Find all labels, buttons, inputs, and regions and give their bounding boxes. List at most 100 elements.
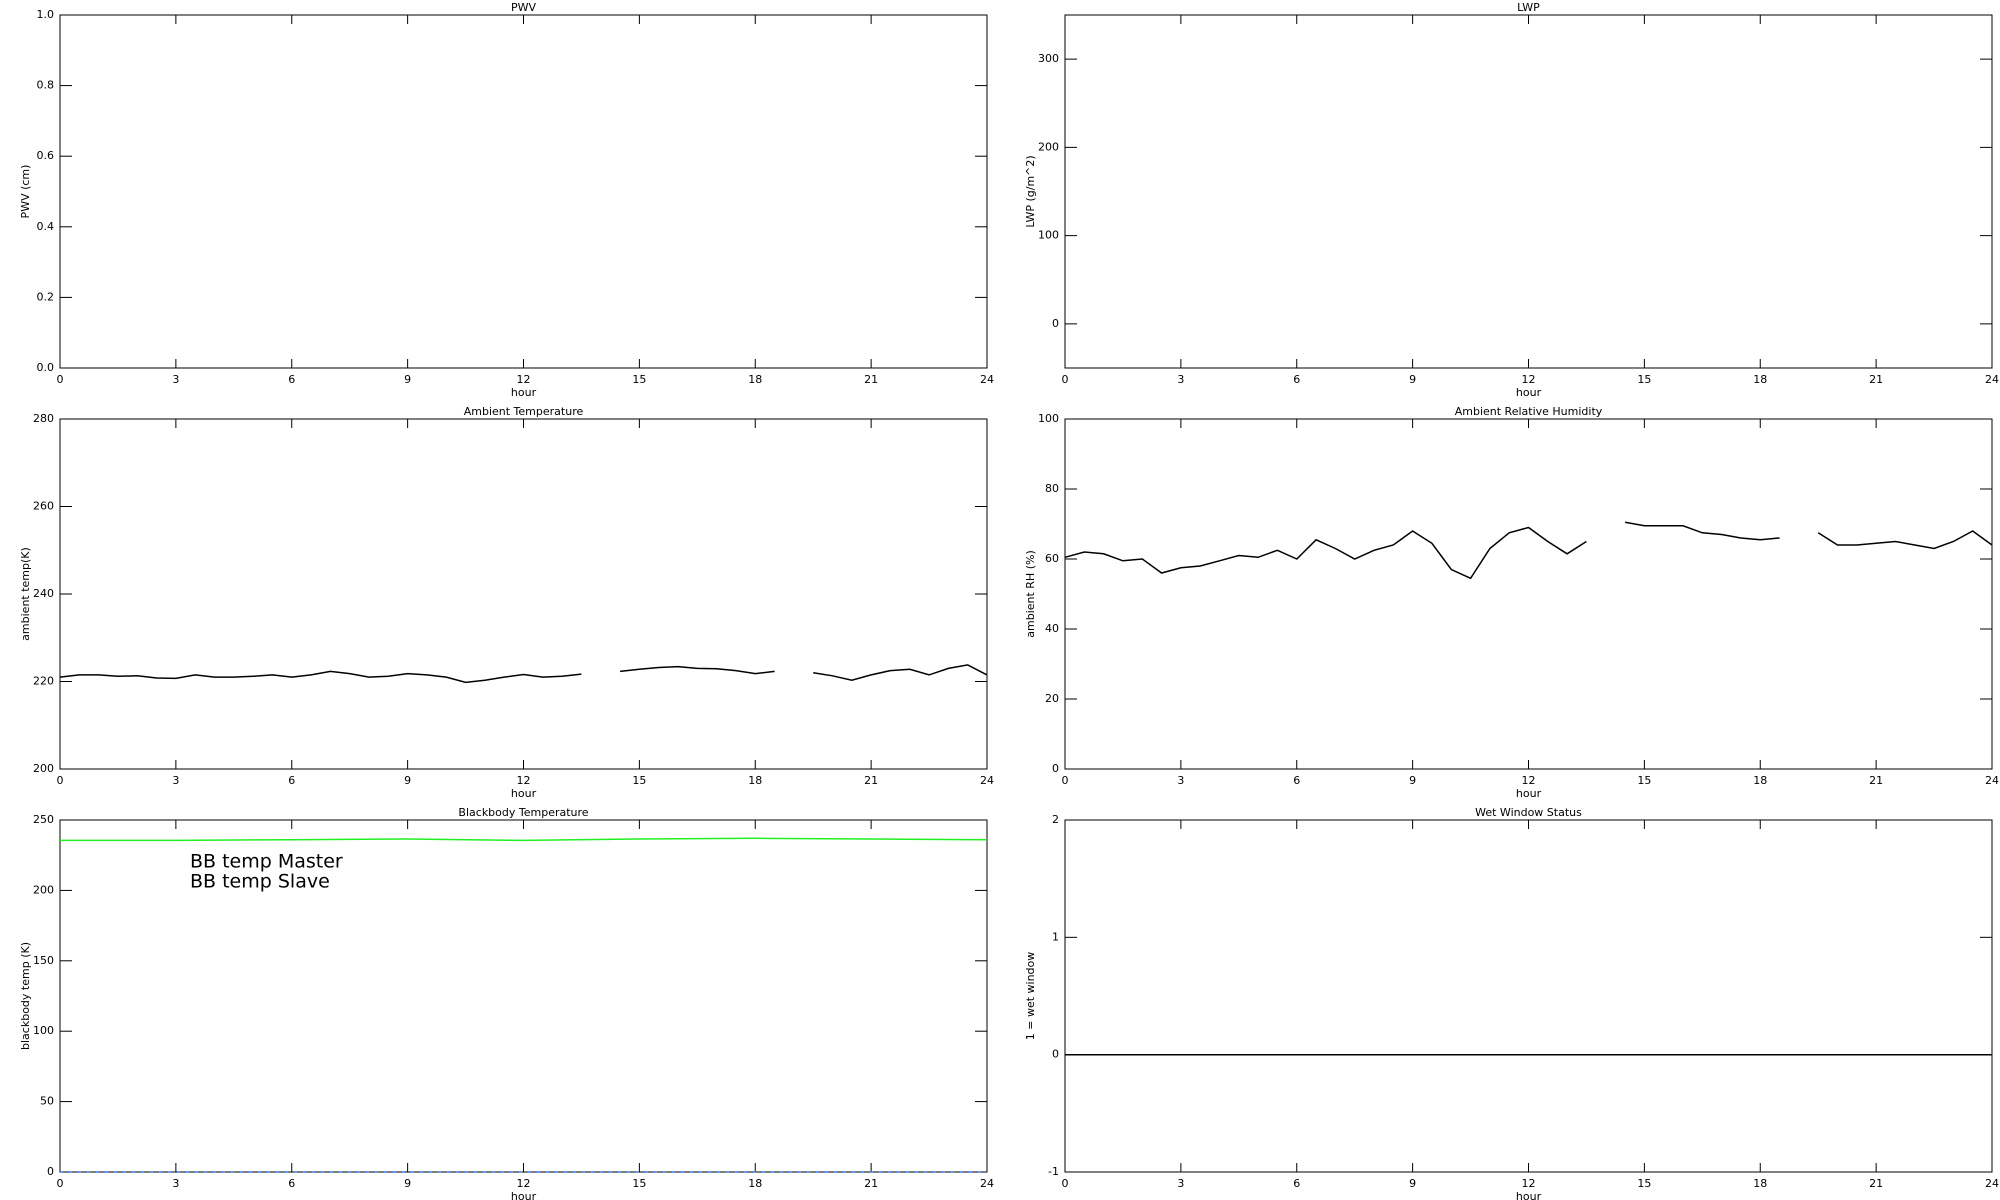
x-tick-label: 18 <box>1753 774 1767 787</box>
x-tick-label: 21 <box>864 1177 878 1190</box>
plot-frame <box>1064 14 1993 369</box>
x-tick-label: 0 <box>1062 1177 1069 1190</box>
chart-title: Ambient Temperature <box>464 405 584 418</box>
y-tick-label: 200 <box>33 762 54 775</box>
y-tick-label: 80 <box>1045 482 1059 495</box>
x-tick-label: 6 <box>288 774 295 787</box>
x-tick-label: 24 <box>1985 774 1999 787</box>
y-tick-label: 100 <box>33 1024 54 1037</box>
y-axis-label: blackbody temp (K) <box>19 942 32 1050</box>
x-axis-label: hour <box>511 386 537 399</box>
chart-title: Ambient Relative Humidity <box>1455 405 1603 418</box>
x-tick-label: 24 <box>980 774 994 787</box>
y-tick-label: 50 <box>40 1095 54 1108</box>
x-tick-label: 6 <box>288 1177 295 1190</box>
x-tick-label: 12 <box>1522 1177 1536 1190</box>
y-tick-label: 0 <box>47 1165 54 1178</box>
x-tick-label: 6 <box>1293 1177 1300 1190</box>
x-tick-label: 9 <box>1409 774 1416 787</box>
x-tick-label: 9 <box>404 373 411 386</box>
x-tick-label: 12 <box>517 1177 531 1190</box>
x-tick-label: 12 <box>517 774 531 787</box>
y-tick-label: 240 <box>33 587 54 600</box>
y-tick-label: 100 <box>1038 412 1059 425</box>
data-line <box>59 664 988 684</box>
x-tick-label: 0 <box>57 1177 64 1190</box>
y-tick-label: -1 <box>1048 1165 1059 1178</box>
x-tick-label: 12 <box>517 373 531 386</box>
x-tick-label: 9 <box>1409 1177 1416 1190</box>
x-tick-label: 0 <box>1062 373 1069 386</box>
x-tick-label: 24 <box>1985 373 1999 386</box>
y-tick-label: 220 <box>33 675 54 688</box>
y-tick-label: 1 <box>1052 930 1059 943</box>
x-tick-label: 12 <box>1522 373 1536 386</box>
y-tick-label: 0.0 <box>37 361 55 374</box>
x-tick-label: 21 <box>1869 774 1883 787</box>
y-tick-label: 280 <box>33 412 54 425</box>
plot-frame <box>1064 418 1993 770</box>
x-tick-label: 21 <box>864 373 878 386</box>
x-tick-label: 0 <box>57 774 64 787</box>
x-axis-label: hour <box>1516 1190 1542 1200</box>
x-tick-label: 3 <box>172 373 179 386</box>
y-tick-label: 150 <box>33 954 54 967</box>
x-tick-label: 24 <box>980 373 994 386</box>
y-tick-label: 0 <box>1052 317 1059 330</box>
x-tick-label: 21 <box>864 774 878 787</box>
y-axis-label: PWV (cm) <box>19 165 32 219</box>
x-tick-label: 9 <box>404 1177 411 1190</box>
y-axis-label: ambient temp(K) <box>19 547 32 641</box>
x-tick-label: 18 <box>748 373 762 386</box>
y-tick-label: 0.6 <box>37 149 55 162</box>
y-tick-label: 0 <box>1052 762 1059 775</box>
y-tick-label: 0.4 <box>37 220 55 233</box>
plot-frame <box>59 14 988 369</box>
x-tick-label: 21 <box>1869 373 1883 386</box>
chart-title: LWP <box>1517 1 1540 14</box>
y-axis-label: LWP (g/m^2) <box>1024 155 1037 227</box>
chart-title: PWV <box>511 1 537 14</box>
x-tick-label: 0 <box>57 373 64 386</box>
x-tick-label: 18 <box>748 774 762 787</box>
x-tick-label: 9 <box>404 774 411 787</box>
legend-entry: BB temp Master <box>190 851 343 873</box>
y-tick-label: 0.8 <box>37 79 55 92</box>
x-tick-label: 24 <box>980 1177 994 1190</box>
plot-frame <box>59 418 988 770</box>
y-tick-label: 200 <box>33 883 54 896</box>
x-tick-label: 18 <box>1753 373 1767 386</box>
x-tick-label: 15 <box>632 1177 646 1190</box>
x-axis-label: hour <box>511 1190 537 1200</box>
y-tick-label: 0 <box>1052 1048 1059 1061</box>
legend-entry: BB temp Slave <box>190 871 330 893</box>
x-axis-label: hour <box>1516 386 1542 399</box>
x-tick-label: 21 <box>1869 1177 1883 1190</box>
y-tick-label: 40 <box>1045 622 1059 635</box>
x-tick-label: 3 <box>1177 774 1184 787</box>
x-tick-label: 3 <box>1177 373 1184 386</box>
y-axis-label: ambient RH (%) <box>1024 550 1037 638</box>
chart-title: Blackbody Temperature <box>458 806 588 819</box>
x-axis-label: hour <box>511 787 537 800</box>
x-tick-label: 12 <box>1522 774 1536 787</box>
x-tick-label: 0 <box>1062 774 1069 787</box>
x-tick-label: 15 <box>632 774 646 787</box>
x-tick-label: 18 <box>1753 1177 1767 1190</box>
x-tick-label: 15 <box>1637 774 1651 787</box>
x-tick-label: 3 <box>172 1177 179 1190</box>
y-axis-label: 1 = wet window <box>1024 952 1037 1041</box>
x-tick-label: 6 <box>1293 774 1300 787</box>
x-tick-label: 15 <box>632 373 646 386</box>
y-tick-label: 200 <box>1038 140 1059 153</box>
chart-title: Wet Window Status <box>1475 806 1582 819</box>
x-tick-label: 18 <box>748 1177 762 1190</box>
x-tick-label: 15 <box>1637 373 1651 386</box>
y-tick-label: 250 <box>33 813 54 826</box>
x-tick-label: 9 <box>1409 373 1416 386</box>
x-tick-label: 6 <box>288 373 295 386</box>
x-tick-label: 3 <box>172 774 179 787</box>
y-tick-label: 100 <box>1038 229 1059 242</box>
x-tick-label: 24 <box>1985 1177 1999 1190</box>
